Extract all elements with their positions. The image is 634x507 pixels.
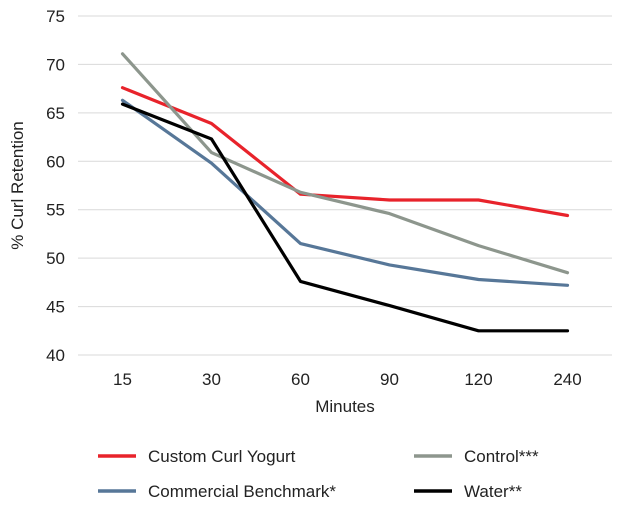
y-tick-label: 40 xyxy=(46,346,65,365)
series-line xyxy=(120,86,570,218)
series-line xyxy=(120,98,570,287)
legend-item: Commercial Benchmark* xyxy=(98,482,336,501)
series-line xyxy=(120,102,570,333)
series-line xyxy=(120,52,570,275)
y-tick-label: 70 xyxy=(46,55,65,74)
x-tick-label: 120 xyxy=(464,370,492,389)
x-tick-label: 15 xyxy=(113,370,132,389)
x-tick-label: 30 xyxy=(202,370,221,389)
legend-item: Control*** xyxy=(414,447,539,466)
x-axis-ticks: 15 30 60 90 120 240 xyxy=(113,370,582,389)
x-tick-label: 60 xyxy=(291,370,310,389)
y-tick-label: 65 xyxy=(46,104,65,123)
legend-label: Water** xyxy=(464,482,522,501)
y-tick-label: 50 xyxy=(46,249,65,268)
legend-label: Commercial Benchmark* xyxy=(148,482,336,501)
series-layer xyxy=(120,52,570,333)
y-tick-label: 60 xyxy=(46,152,65,171)
x-axis-title: Minutes xyxy=(315,397,375,416)
y-axis-title: % Curl Retention xyxy=(8,121,27,250)
y-tick-label: 55 xyxy=(46,201,65,220)
legend: Custom Curl Yogurt Control*** Commercial B… xyxy=(98,447,539,501)
x-tick-label: 240 xyxy=(553,370,581,389)
y-axis-ticks: 40 45 50 55 60 65 70 75 xyxy=(46,7,65,365)
y-tick-label: 75 xyxy=(46,7,65,26)
legend-item: Custom Curl Yogurt xyxy=(98,447,296,466)
x-tick-label: 90 xyxy=(380,370,399,389)
legend-item: Water** xyxy=(414,482,522,501)
legend-label: Custom Curl Yogurt xyxy=(148,447,296,466)
legend-label: Control*** xyxy=(464,447,539,466)
y-tick-label: 45 xyxy=(46,298,65,317)
grid-layer xyxy=(78,15,612,356)
